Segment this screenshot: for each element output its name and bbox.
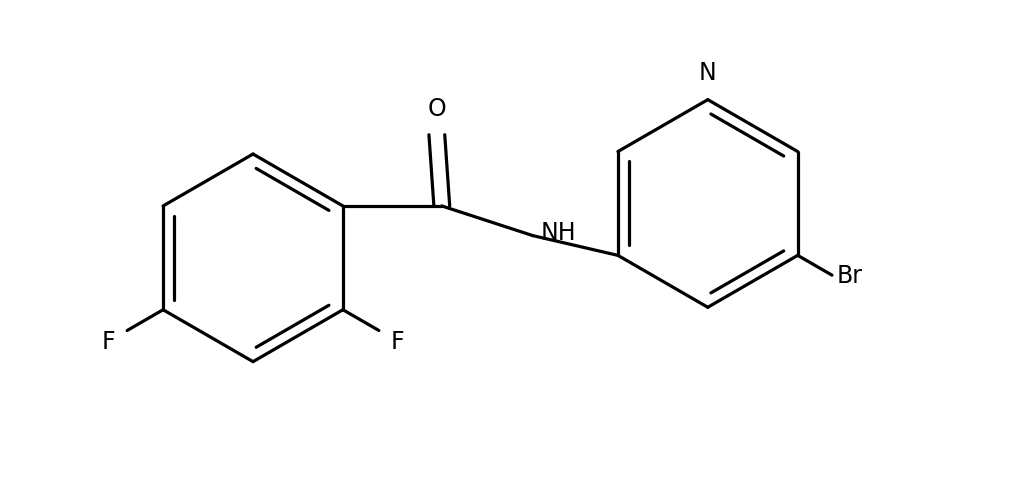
Text: NH: NH (541, 220, 576, 244)
Text: F: F (101, 330, 116, 354)
Text: F: F (391, 330, 405, 354)
Text: N: N (699, 61, 716, 85)
Text: O: O (427, 97, 446, 121)
Text: Br: Br (837, 264, 863, 287)
